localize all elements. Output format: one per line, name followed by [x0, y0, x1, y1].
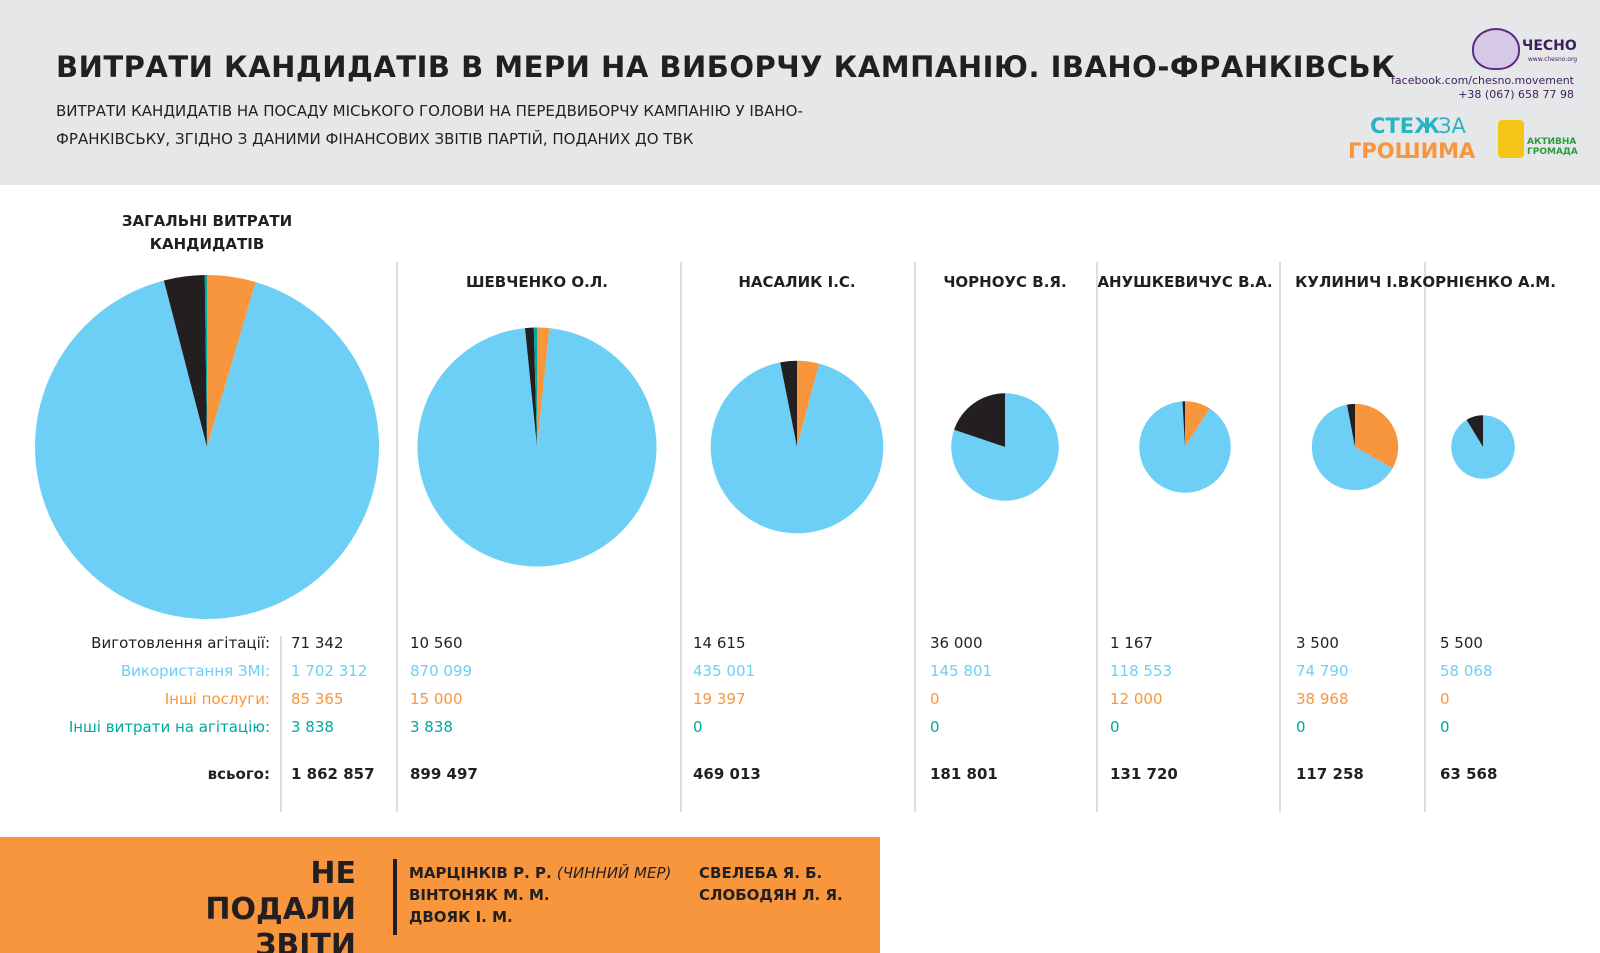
partner-b: ЗА — [1438, 114, 1466, 138]
pie-title: ЧОРНОУС В.Я. — [943, 273, 1067, 291]
pie-title: АНУШКЕВИЧУС В.А. — [1097, 273, 1273, 291]
row-label: Використання ЗМІ: — [120, 662, 270, 680]
pie-slice — [1451, 415, 1515, 479]
pie-title: ЗАГАЛЬНІ ВИТРАТИ КАНДИДАТІВ — [121, 212, 293, 253]
value-label: 435 001 — [693, 662, 756, 680]
value-label: 1 702 312 — [291, 662, 368, 680]
facebook: facebook.com/chesno.movement — [1391, 74, 1574, 87]
value-label: 3 838 — [291, 718, 334, 736]
pie-slice — [163, 275, 207, 447]
value-label: 1 167 — [1110, 634, 1153, 652]
logo-site: www.chesno.org — [1528, 56, 1578, 63]
value-label: 10 560 — [410, 634, 463, 652]
total-label: 469 013 — [693, 765, 761, 783]
pie-slice — [1346, 403, 1355, 447]
value-label: 58 068 — [1440, 662, 1493, 680]
pie-slice — [1182, 401, 1185, 447]
logo: ЧЕСНО — [1522, 38, 1577, 54]
pie-title: НАСАЛИК І.С. — [738, 273, 856, 291]
value-label: 0 — [930, 718, 940, 736]
pie-slice — [417, 328, 657, 567]
row-label: Інші послуги: — [164, 690, 270, 708]
value-label: 0 — [1296, 718, 1306, 736]
pie-slice — [1466, 415, 1483, 447]
value-label: 0 — [930, 690, 940, 708]
name: ВІНТОНЯК М. М. — [409, 886, 550, 904]
pie-slice — [1355, 403, 1399, 469]
pie-slice — [207, 275, 256, 447]
value-label: 870 099 — [410, 662, 473, 680]
note: (ЧИННИЙ МЕР) — [556, 864, 672, 882]
value-label: 3 500 — [1296, 634, 1339, 652]
partner2: АКТИВНА ГРОМАДА — [1527, 137, 1578, 157]
pie-slice — [710, 362, 884, 534]
total-label: 63 568 — [1440, 765, 1498, 783]
total-label: 131 720 — [1110, 765, 1178, 783]
value-label: 38 968 — [1296, 690, 1349, 708]
name: СВЕЛЕБА Я. Б. — [699, 864, 823, 882]
name: МАРЦІНКІВ Р. Р. — [409, 864, 552, 882]
row-label: всього: — [207, 765, 270, 783]
total-label: 1 862 857 — [291, 765, 375, 783]
pie-slice — [797, 360, 820, 447]
value-label: 15 000 — [410, 690, 463, 708]
not-filed-box — [0, 837, 880, 953]
value-label: 71 342 — [291, 634, 344, 652]
value-label: 0 — [693, 718, 703, 736]
partner-c: ГРОШИМА — [1348, 139, 1476, 163]
phone: +38 (067) 658 77 98 — [1458, 88, 1574, 101]
logo-icon — [1472, 28, 1520, 70]
subtitle: ВИТРАТИ КАНДИДАТІВ НА ПОСАДУ МІСЬКОГО ГО… — [56, 102, 803, 148]
partner2-icon — [1498, 120, 1524, 158]
value-label: 5 500 — [1440, 634, 1483, 652]
names-col1: МАРЦІНКІВ Р. Р. (ЧИННИЙ МЕР) ВІНТОНЯК М.… — [409, 862, 671, 928]
total-label: 181 801 — [930, 765, 998, 783]
pie-slice — [537, 327, 550, 447]
value-label: 14 615 — [693, 634, 746, 652]
value-label: 0 — [1110, 718, 1120, 736]
value-label: 12 000 — [1110, 690, 1163, 708]
value-label: 85 365 — [291, 690, 344, 708]
pie-slice — [34, 280, 379, 619]
pie-slice — [204, 275, 207, 447]
name: СЛОБОДЯН Л. Я. — [699, 886, 843, 904]
value-label: 0 — [1440, 690, 1450, 708]
not-filed-title: НЕ ПОДАЛИ ЗВІТИ — [205, 856, 356, 953]
pie-slice — [1185, 401, 1210, 447]
value-label: 36 000 — [930, 634, 983, 652]
names-col2: СВЕЛЕБА Я. Б. СЛОБОДЯН Л. Я. — [699, 862, 843, 906]
value-label: 145 801 — [930, 662, 993, 680]
divider — [393, 859, 397, 935]
value-label: 3 838 — [410, 718, 453, 736]
pie-title: КОРНІЄНКО А.М. — [1410, 273, 1556, 291]
pie-slice — [1139, 401, 1231, 493]
value-label: 118 553 — [1110, 662, 1173, 680]
title: ВИТРАТИ КАНДИДАТІВ В МЕРИ НА ВИБОРЧУ КАМ… — [56, 50, 1396, 84]
pie-title: КУЛИНИЧ І.В. — [1295, 273, 1415, 291]
row-label: Виготовлення агітації: — [91, 634, 270, 652]
partner-a: СТЕЖ — [1370, 114, 1440, 138]
pie-slice — [780, 360, 797, 447]
value-label: 74 790 — [1296, 662, 1349, 680]
pie-slice — [533, 327, 537, 447]
value-label: 0 — [1440, 718, 1450, 736]
total-label: 117 258 — [1296, 765, 1364, 783]
name: ДВОЯК І. М. — [409, 908, 513, 926]
pie-slice — [954, 393, 1005, 447]
value-label: 19 397 — [693, 690, 746, 708]
row-label: Інші витрати на агітацію: — [68, 718, 270, 736]
pie-title: ШЕВЧЕНКО О.Л. — [466, 273, 608, 291]
pie-slice — [524, 327, 537, 447]
header — [0, 0, 1600, 185]
pie-slice — [1311, 404, 1393, 491]
total-label: 899 497 — [410, 765, 478, 783]
